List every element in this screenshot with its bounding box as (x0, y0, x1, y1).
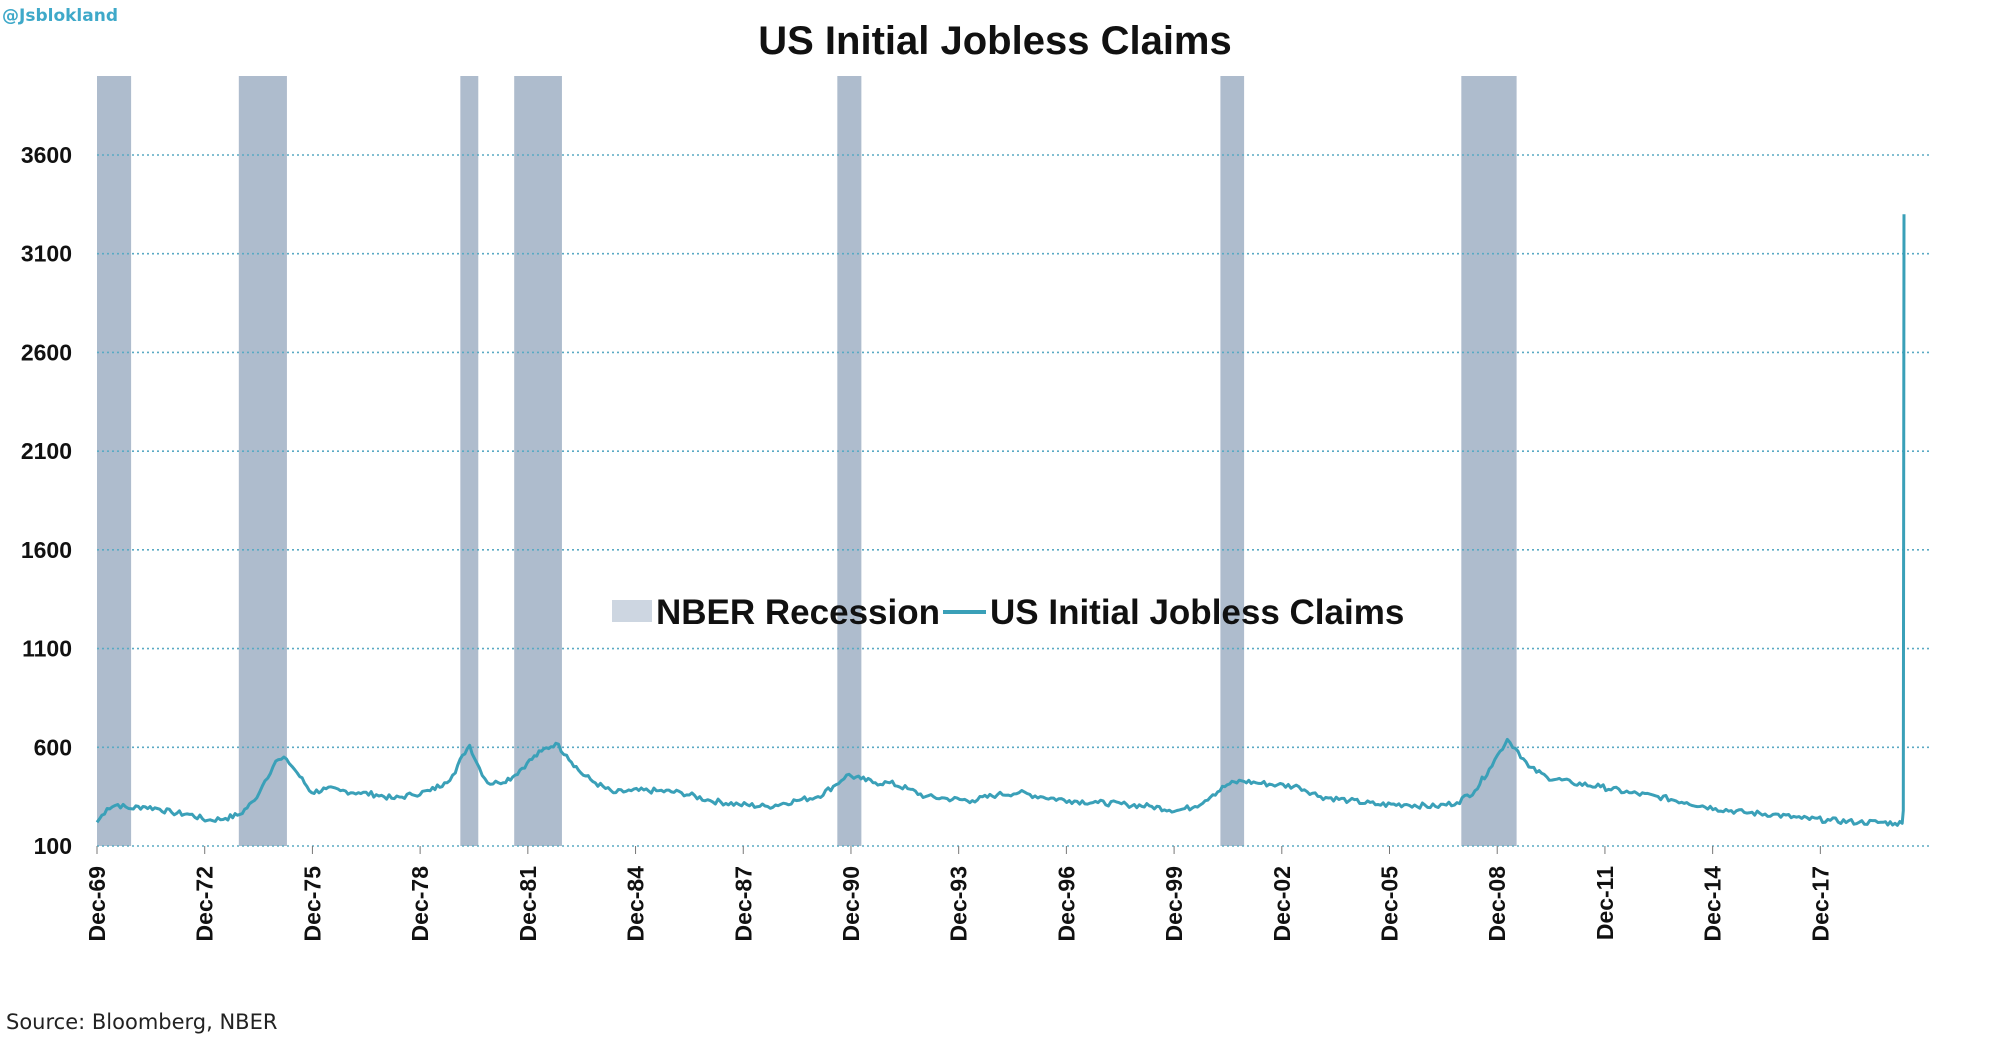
x-tick-label: Dec-69 (84, 866, 110, 941)
recession-band-5 (1220, 76, 1245, 846)
x-tick-label: Dec-99 (1161, 866, 1187, 941)
y-axis: 100 600 1100 1600 2100 2600 3100 3600 (21, 142, 72, 859)
y-tick-label: 3600 (21, 142, 72, 168)
legend: NBER Recession US Initial Jobless Claims (612, 593, 1404, 632)
legend-swatch-recession (612, 600, 652, 622)
x-tick-label: Dec-93 (946, 866, 972, 941)
recession-band-1 (238, 76, 287, 846)
watermark: @Jsblokland (2, 6, 118, 26)
x-tick-label: Dec-11 (1592, 866, 1618, 940)
x-tick-label: Dec-78 (407, 866, 433, 942)
x-tick-label: Dec-90 (838, 866, 864, 941)
x-axis: Dec-69 Dec-72 Dec-75 Dec-78 Dec-81 Dec-84 Dec-… (84, 845, 1931, 942)
y-tick-label: 1600 (21, 537, 72, 563)
x-tick-label: Dec-02 (1269, 866, 1295, 941)
x-tick-label: Dec-81 (515, 866, 541, 942)
x-tick-label: Dec-17 (1807, 866, 1833, 941)
legend-label-claims: US Initial Jobless Claims (990, 593, 1404, 632)
y-tick-label: 2600 (21, 339, 72, 365)
y-tick-label: 1100 (22, 636, 72, 662)
gridlines (97, 154, 1931, 749)
y-tick-label: 2100 (21, 438, 72, 464)
x-tick-label: Dec-72 (192, 866, 218, 941)
recession-band-4 (837, 76, 862, 846)
source-note: Source: Bloomberg, NBER (6, 1010, 278, 1034)
recession-band-0 (97, 76, 132, 846)
x-tick-label: Dec-96 (1053, 866, 1079, 941)
x-tick-label: Dec-14 (1700, 866, 1726, 942)
legend-label-recession: NBER Recession (656, 593, 940, 632)
y-tick-label: 100 (34, 833, 72, 859)
series-line-0 (95, 214, 1906, 827)
recession-band-6 (1461, 76, 1517, 846)
x-tick-label: Dec-05 (1377, 866, 1403, 942)
x-tick-label: Dec-75 (299, 866, 325, 942)
x-tick-label: Dec-84 (623, 866, 649, 942)
x-tick-label: Dec-08 (1484, 866, 1510, 942)
chart-title: US Initial Jobless Claims (758, 19, 1232, 63)
y-tick-label: 3100 (21, 241, 72, 267)
y-tick-label: 600 (34, 734, 72, 760)
recession-band-2 (460, 76, 479, 846)
recession-bands (97, 76, 1517, 846)
series-lines (95, 214, 1906, 827)
recession-band-3 (514, 76, 562, 846)
x-tick-label: Dec-87 (730, 866, 756, 941)
